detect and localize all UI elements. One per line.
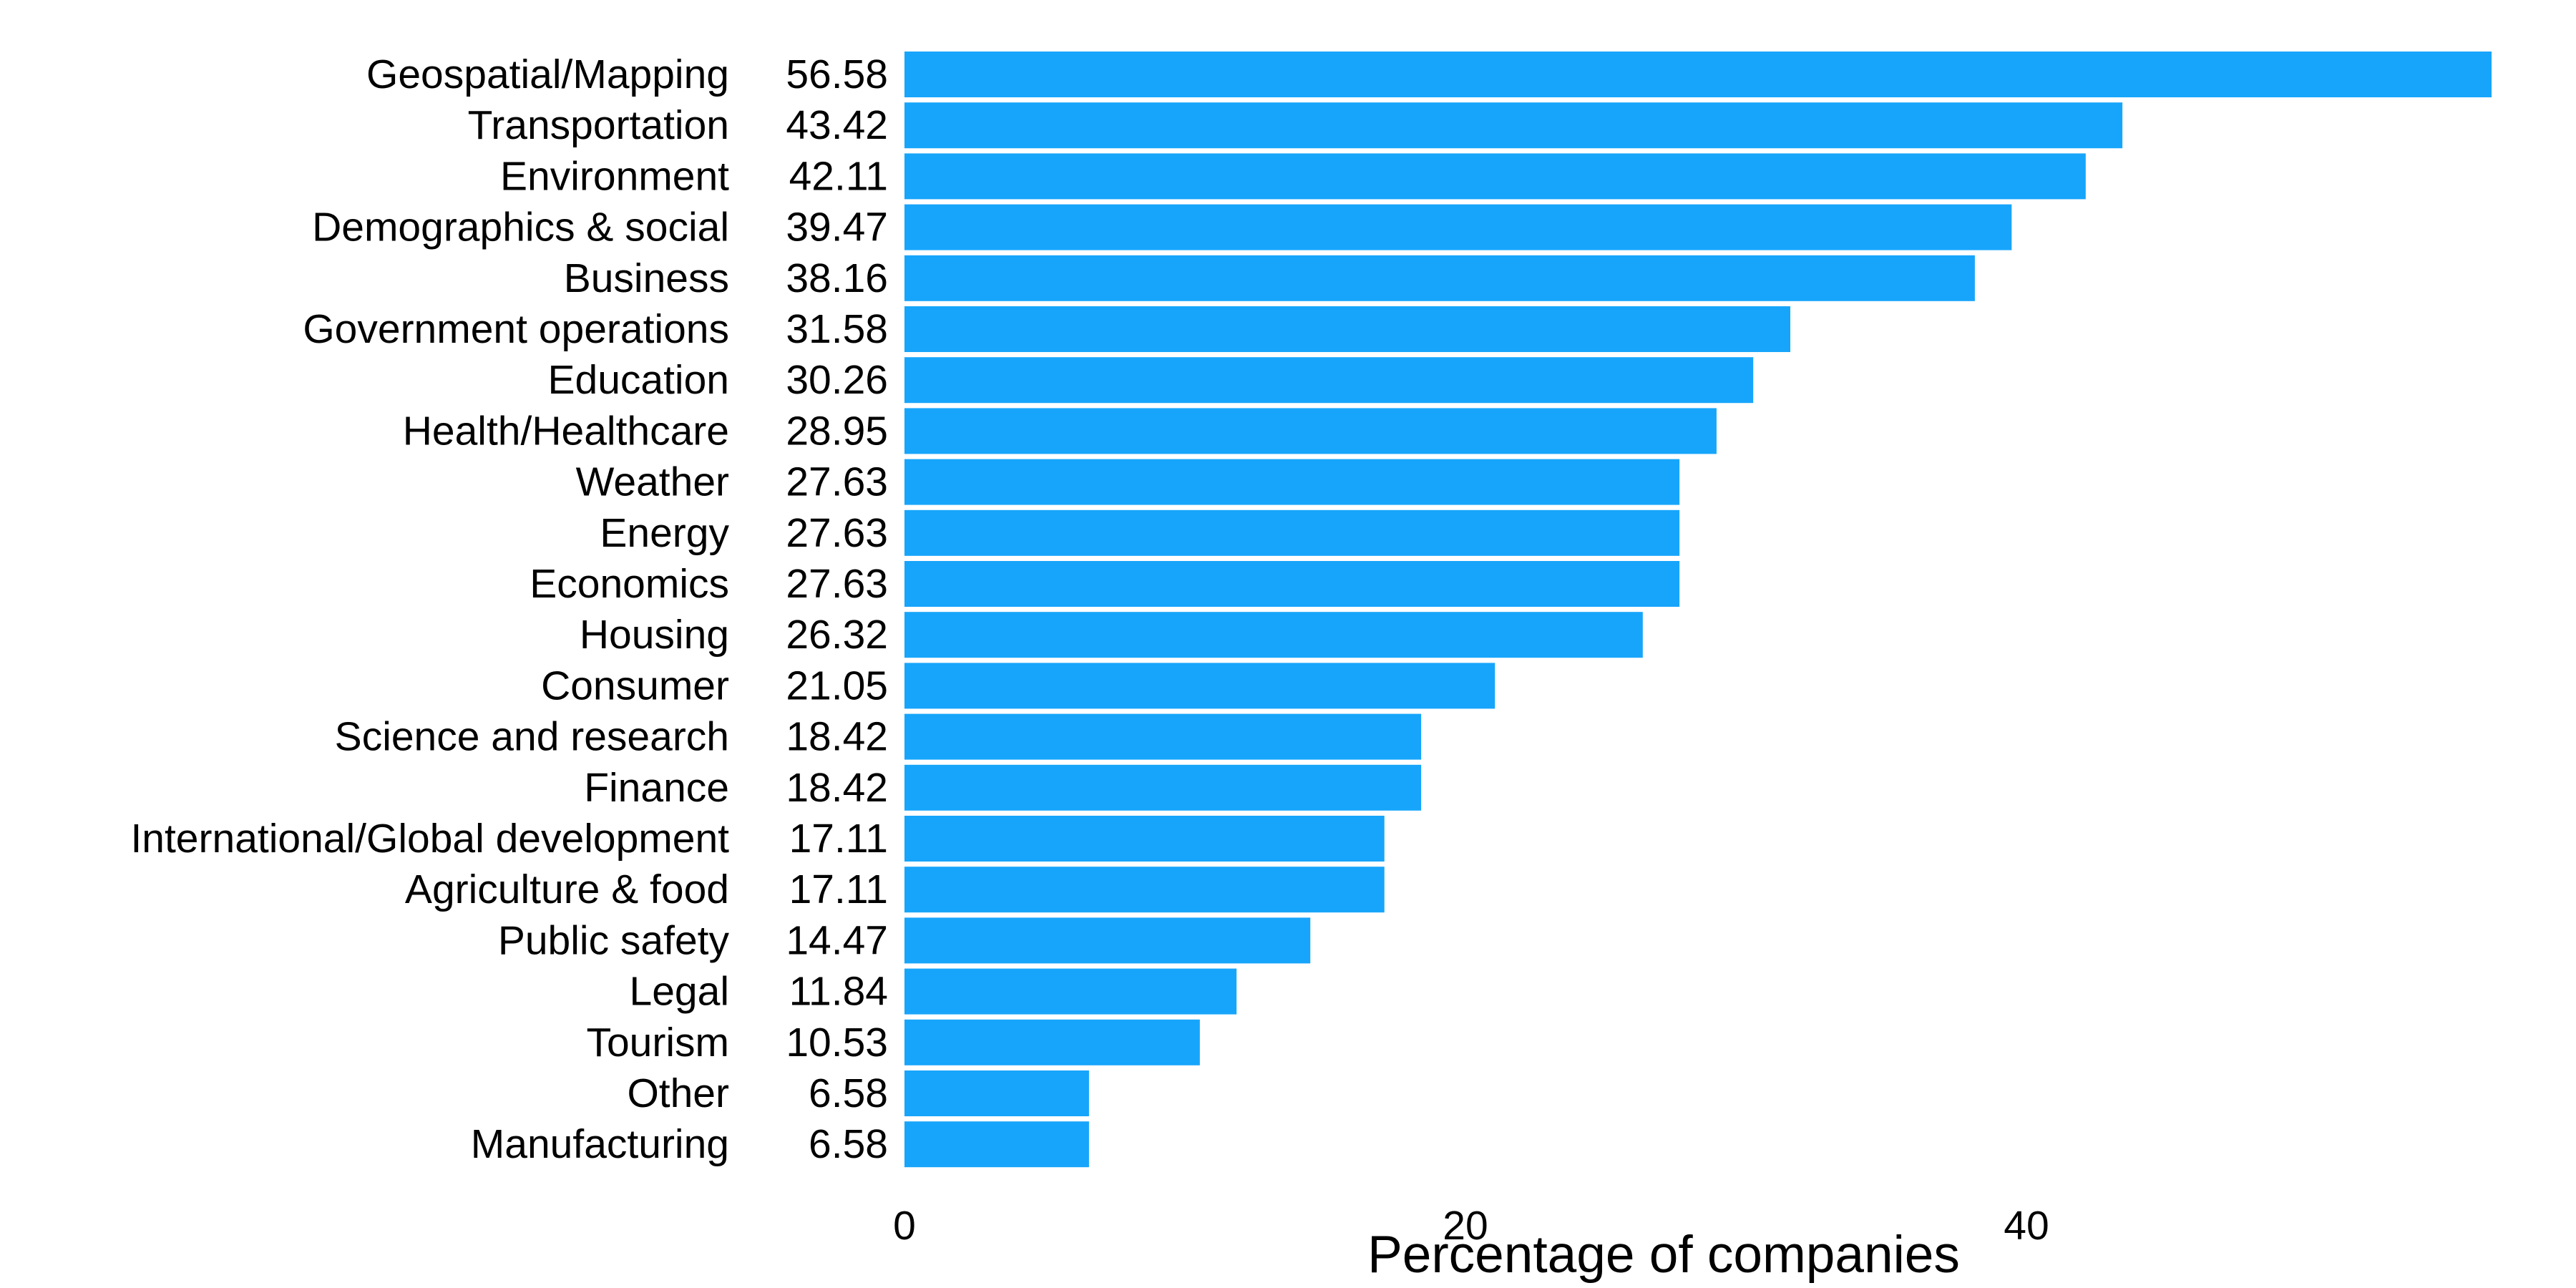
value-label: 10.53: [786, 1020, 888, 1065]
x-tick-label: 40: [2004, 1203, 2049, 1249]
bar: [904, 816, 1385, 862]
category-label: Environment: [500, 153, 729, 199]
x-axis-title: Percentage of companies: [1367, 1226, 1960, 1284]
bar: [904, 255, 1975, 301]
category-label: Weather: [576, 459, 729, 505]
category-label: Business: [564, 255, 729, 301]
category-label: Transportation: [468, 102, 729, 148]
bar: [904, 102, 2123, 149]
category-label: Demographics & social: [312, 205, 729, 250]
bar: [904, 1070, 1089, 1116]
category-label: Agriculture & food: [405, 867, 729, 912]
category-label: Consumer: [541, 663, 729, 708]
category-label: Public safety: [498, 917, 730, 963]
category-label: Energy: [600, 510, 729, 556]
value-label: 14.47: [786, 917, 888, 963]
value-label: 17.11: [789, 816, 888, 862]
value-label: 11.84: [789, 969, 888, 1015]
category-label: Housing: [580, 612, 729, 658]
bar: [904, 612, 1643, 658]
value-label: 6.58: [809, 1070, 888, 1116]
bar: [904, 306, 1790, 352]
bar: [904, 1121, 1089, 1168]
x-tick-label: 0: [893, 1203, 916, 1249]
category-label: Education: [547, 357, 729, 403]
bar: [904, 357, 1754, 404]
category-label: Geospatial/Mapping: [366, 52, 729, 97]
category-label: Legal: [630, 969, 729, 1015]
bar: [904, 153, 2086, 200]
value-label: 56.58: [786, 52, 888, 97]
category-label: Science and research: [335, 714, 729, 760]
x-axis-ticks-group: 0 20 40: [893, 1203, 2049, 1249]
bar: [904, 561, 1680, 607]
category-label: Manufacturing: [471, 1121, 729, 1167]
value-label: 27.63: [786, 510, 888, 556]
bar: [904, 713, 1422, 760]
bar: [904, 1019, 1200, 1065]
category-label: International/Global development: [130, 816, 729, 862]
value-label: 31.58: [786, 306, 888, 352]
value-label: 26.32: [786, 612, 888, 658]
category-label: Other: [627, 1070, 729, 1116]
value-label: 27.63: [786, 561, 888, 607]
value-label: 28.95: [786, 408, 888, 454]
value-label: 27.63: [786, 459, 888, 505]
value-label: 18.42: [786, 714, 888, 760]
bar: [904, 764, 1422, 811]
bar: [904, 408, 1717, 454]
category-label: Finance: [584, 765, 729, 811]
bar: [904, 917, 1311, 964]
bar: [904, 52, 2492, 97]
category-label: Health/Healthcare: [403, 408, 729, 454]
bar: [904, 867, 1385, 913]
category-labels-group: Geospatial/Mapping Transportation Environm…: [130, 52, 729, 1167]
value-label: 43.42: [786, 102, 888, 148]
value-label: 30.26: [786, 357, 888, 403]
value-labels-group: 56.58 43.42 42.11 39.47 38.16 31.58 30.26 28.95…: [786, 52, 888, 1167]
bar: [904, 663, 1496, 709]
value-label: 17.11: [789, 867, 888, 912]
bar: [904, 204, 2012, 250]
value-label: 38.16: [786, 255, 888, 301]
bar: [904, 459, 1680, 505]
bar: [904, 968, 1237, 1015]
value-label: 18.42: [786, 765, 888, 811]
category-label: Government operations: [303, 306, 729, 352]
value-label: 39.47: [786, 205, 888, 250]
bars-group: [904, 52, 2492, 1168]
value-label: 21.05: [786, 663, 888, 708]
category-label: Tourism: [586, 1020, 729, 1065]
bar: [904, 509, 1680, 556]
value-label: 42.11: [789, 153, 888, 199]
x-tick-label: 20: [1443, 1203, 1488, 1249]
category-label: Economics: [530, 561, 729, 607]
value-label: 6.58: [809, 1121, 888, 1167]
